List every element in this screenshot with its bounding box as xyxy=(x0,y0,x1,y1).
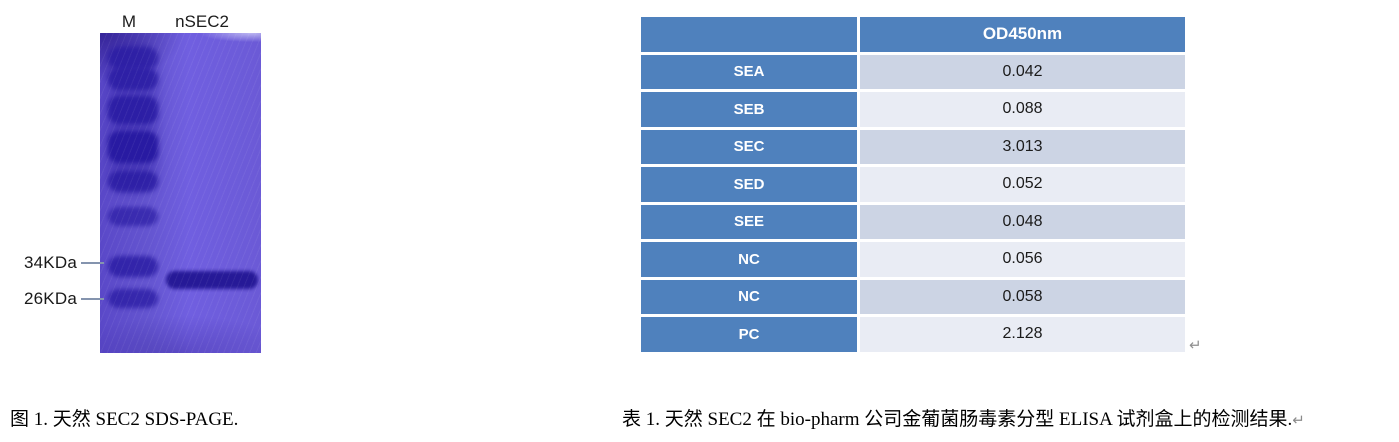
gel-marker-band xyxy=(108,68,158,90)
table-row-value: 0.042 xyxy=(860,54,1185,89)
elisa-table: OD450nm SEA 0.042 SEB 0.088 SEC 3.013 SED 0.052… xyxy=(641,17,1185,352)
table-row-value: 0.048 xyxy=(860,204,1185,239)
gel-marker-band xyxy=(108,171,158,192)
paragraph-return-mark: ↵ xyxy=(1292,412,1305,429)
table-caption: 表 1. 天然 SEC2 在 bio-pharm 公司金葡菌肠毒素分型 ELIS… xyxy=(622,404,1305,431)
gel-marker-band xyxy=(108,256,158,277)
table-row-value: 0.052 xyxy=(860,167,1185,202)
paragraph-return-mark: ↵ xyxy=(1189,337,1202,354)
table-row-label: NC xyxy=(641,279,857,314)
lane-label-sample: nSEC2 xyxy=(175,12,229,31)
table-header-od450: OD450nm xyxy=(860,17,1185,52)
table-row-value: 3.013 xyxy=(860,129,1185,164)
table-caption-text: 表 1. 天然 SEC2 在 bio-pharm 公司金葡菌肠毒素分型 ELIS… xyxy=(622,409,1293,430)
table-row-value: 0.088 xyxy=(860,92,1185,127)
mw-label-34kda: 34KDa xyxy=(24,252,104,273)
table-row-label: SED xyxy=(641,167,857,202)
table-row-label: PC xyxy=(641,317,857,352)
sample-protein-band xyxy=(166,271,258,289)
lane-label-marker: M xyxy=(121,12,137,31)
table-row-label: SEA xyxy=(641,54,857,89)
table-row-value: 0.058 xyxy=(860,279,1185,314)
gel-marker-band xyxy=(108,207,158,226)
mw-label-text: 34KDa xyxy=(24,252,77,272)
gel-marker-band xyxy=(108,47,158,69)
gel-marker-band xyxy=(108,96,158,124)
mw-tick-line xyxy=(80,297,104,300)
mw-label-26kda: 26KDa xyxy=(24,288,104,309)
table-header-empty xyxy=(641,17,857,52)
gel-marker-band xyxy=(108,289,158,308)
figure-caption: 图 1. 天然 SEC2 SDS-PAGE. xyxy=(10,409,239,430)
marker-lane-smear xyxy=(110,43,156,193)
table-row-label: SEE xyxy=(641,204,857,239)
gel-marker-band xyxy=(108,131,158,163)
mw-tick-line xyxy=(80,261,104,264)
table-row-value: 0.056 xyxy=(860,242,1185,277)
mw-label-text: 26KDa xyxy=(24,288,77,308)
table-row-label: SEC xyxy=(641,129,857,164)
gel-image xyxy=(100,33,261,353)
table-row-value: 2.128 xyxy=(860,317,1185,352)
table-row-label: SEB xyxy=(641,92,857,127)
table-row-label: NC xyxy=(641,242,857,277)
